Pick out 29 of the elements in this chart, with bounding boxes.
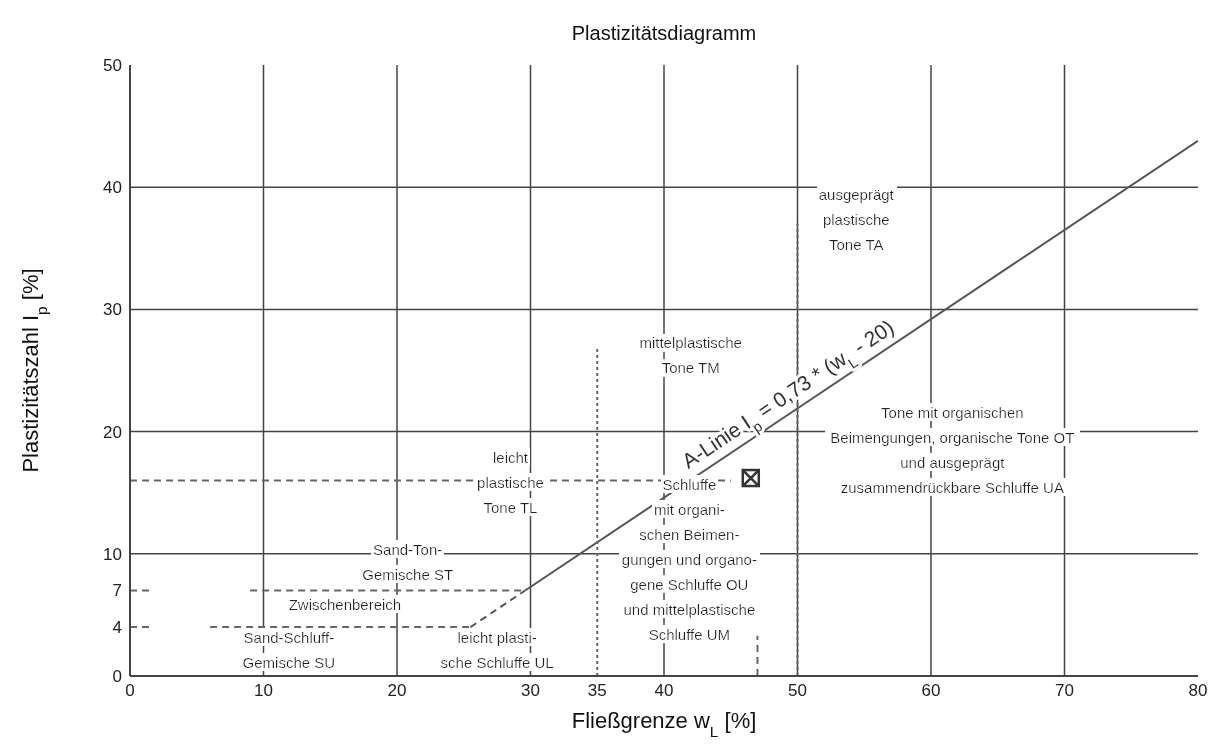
annotation: mittelplastische Tone TM	[639, 334, 742, 377]
y-tick-label: 30	[103, 300, 122, 320]
annotation: Sand-Ton- Gemische ST	[362, 540, 454, 583]
annotation: Sand-Schluff- Gemische SU	[242, 628, 336, 671]
annotation: leicht plasti- sche Schluffe UL	[440, 628, 554, 671]
x-tick-label: 35	[587, 681, 607, 701]
x-tick-label: 40	[654, 681, 674, 701]
annotation: ausgeprägt plastische Tone TA	[818, 186, 895, 254]
y-tick-label: 50	[103, 56, 122, 76]
chart-title: Plastizitätsdiagramm	[571, 22, 757, 44]
annotation: leicht plastische Tone TL	[477, 448, 544, 516]
x-tick-label: 10	[254, 681, 273, 701]
annotation: Schluffe mit organi- schen Beimen- gungen und organo- gene Schluffe OU und mittelplastische Schluffe UM	[621, 475, 757, 643]
y-tick-label: 40	[103, 178, 122, 198]
x-tick-label: 50	[788, 681, 807, 701]
y-tick-label: 0	[112, 667, 122, 687]
y-tick-label: 7	[112, 581, 122, 601]
y-tick-label: 20	[103, 422, 122, 442]
x-tick-label: 60	[921, 681, 941, 701]
x-tick-label: 20	[387, 681, 407, 701]
x-tick-label: 70	[1055, 681, 1074, 701]
x-axis-title: Fließgrenze w$_{L}$ [%]	[571, 708, 757, 740]
annotation: Tone mit organischen Beimengungen, organische Tone OT und ausgeprägt zusammendrückbare Schluffe UA	[830, 403, 1075, 496]
x-tick-label: 30	[521, 681, 540, 701]
y-tick-label: 10	[103, 544, 122, 564]
x-tick-label: 0	[125, 681, 135, 701]
annotation: Zwischenbereich	[288, 595, 402, 613]
x-tick-label: 80	[1188, 681, 1208, 701]
y-tick-label: 4	[112, 618, 122, 638]
